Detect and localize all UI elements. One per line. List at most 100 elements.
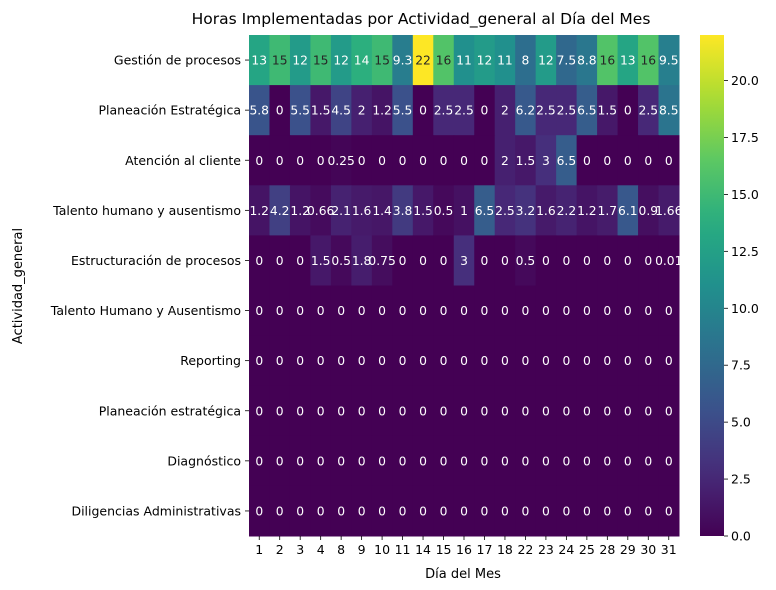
colorbar-tick-label: 2.5 (731, 472, 751, 487)
cell-value-label: 0.25 (327, 154, 354, 168)
colorbar-tick-label: 5.0 (731, 415, 751, 430)
cell-value-label: 8.8 (577, 54, 597, 68)
chart-title: Horas Implementadas por Actividad_genera… (192, 10, 651, 29)
cell-value-label: 11 (497, 54, 513, 68)
cell-value-label: 1.5 (598, 104, 618, 118)
x-tick-label: 10 (374, 542, 390, 557)
heatmap-cell (310, 335, 332, 387)
cell-value-label: 0 (399, 504, 407, 518)
heatmap-cell (597, 185, 619, 236)
heatmap-cell (330, 235, 352, 286)
heatmap-cell (289, 435, 311, 487)
x-tick-label: 16 (456, 542, 472, 557)
cell-value-label: 0 (296, 154, 304, 168)
cell-value-label: 0 (583, 404, 591, 418)
cell-value-label: 0 (378, 454, 386, 468)
cell-value-label: 1.2 (372, 104, 392, 118)
heatmap-cell (249, 35, 270, 86)
heatmap-cell (289, 335, 311, 387)
cell-value-label: 0 (644, 504, 652, 518)
cell-value-label: 0 (440, 304, 448, 318)
heatmap-cell (269, 335, 291, 387)
cell-value-label: 0 (378, 504, 386, 518)
heatmap-cell (351, 435, 373, 487)
cell-value-label: 0 (378, 404, 386, 418)
heatmap-cell (515, 485, 537, 537)
heatmap-cell (371, 35, 393, 86)
cell-value-label: 0 (255, 154, 263, 168)
cell-value-label: 0 (665, 454, 673, 468)
cell-value-label: 11 (456, 54, 472, 68)
heatmap-cell (474, 335, 496, 387)
heatmap-cell (597, 285, 619, 337)
x-tick-label: 11 (395, 542, 411, 557)
cell-value-label: 0 (644, 404, 652, 418)
cell-value-label: 0 (419, 104, 427, 118)
heatmap-cell (494, 235, 516, 286)
cell-value-label: 0 (358, 404, 366, 418)
colorbar-tick-label: 10.0 (731, 301, 759, 316)
y-tick-label: Planeación Estratégica (99, 103, 241, 118)
heatmap-cell (412, 485, 434, 537)
heatmap-cell (330, 285, 352, 337)
cell-value-label: 4.5 (331, 104, 351, 118)
cell-value-label: 1.2 (577, 204, 597, 218)
cell-value-label: 0 (317, 154, 325, 168)
cell-value-label: 0 (460, 354, 468, 368)
heatmap-cell (249, 435, 270, 487)
heatmap-cell (556, 435, 578, 487)
cell-value-label: 0 (665, 404, 673, 418)
cell-value-label: 0.5 (331, 254, 351, 268)
colorbar-tick-label: 12.5 (731, 244, 759, 259)
heatmap-cell (392, 385, 414, 437)
heatmap-cell (556, 135, 578, 186)
cell-value-label: 0 (644, 354, 652, 368)
heatmap-cell (392, 485, 414, 537)
x-tick-label: 18 (497, 542, 513, 557)
heatmap-cell (617, 235, 639, 286)
cell-value-label: 0 (419, 504, 427, 518)
cell-value-label: 0 (562, 354, 570, 368)
heatmap-cell (617, 135, 639, 186)
cell-value-label: 0 (603, 304, 611, 318)
heatmap-cell (535, 285, 557, 337)
cell-value-label: 14 (354, 54, 370, 68)
cell-value-label: 13 (620, 54, 636, 68)
heatmap-cell (351, 485, 373, 537)
x-tick-label: 29 (620, 542, 636, 557)
heatmap-cell (617, 85, 639, 136)
cell-value-label: 0 (624, 454, 632, 468)
heatmap-cell (576, 335, 598, 387)
heatmap-cell (392, 185, 414, 236)
cell-value-label: 0 (624, 354, 632, 368)
heatmap-cell-labels: 13 15 12 15 12 14 15 9.3 22 16 11 12 11 8 12 7.5 8.8 16 13… (249, 54, 682, 519)
cell-value-label: 0 (317, 504, 325, 518)
cell-value-label: 9.3 (393, 54, 413, 68)
cell-value-label: 0 (481, 354, 489, 368)
colorbar-gradient (700, 35, 724, 536)
heatmap-cell (617, 335, 639, 387)
heatmap-cell (638, 35, 660, 86)
cell-value-label: 0 (542, 304, 550, 318)
heatmap-cell (474, 285, 496, 337)
y-tick-label: Planeación estratégica (99, 403, 241, 418)
heatmap-cell (249, 335, 270, 387)
heatmap-cell (515, 385, 537, 437)
colorbar-tick-label: 17.5 (731, 130, 759, 145)
cell-value-label: 0 (440, 154, 448, 168)
heatmap-cell (474, 385, 496, 437)
heatmap-cell (392, 435, 414, 487)
cell-value-label: 0 (542, 454, 550, 468)
heatmap-cell (371, 285, 393, 337)
cell-value-label: 1.5 (311, 254, 331, 268)
heatmap-cell (453, 85, 475, 136)
heatmap-cell (474, 185, 496, 236)
heatmap-cell (617, 435, 639, 487)
heatmap-cell (412, 185, 434, 236)
cell-value-label: 0 (276, 404, 284, 418)
heatmap-cell (412, 385, 434, 437)
heatmap-cell (310, 235, 332, 286)
y-tick-label: Atención al cliente (125, 153, 241, 168)
cell-value-label: 2 (501, 104, 509, 118)
